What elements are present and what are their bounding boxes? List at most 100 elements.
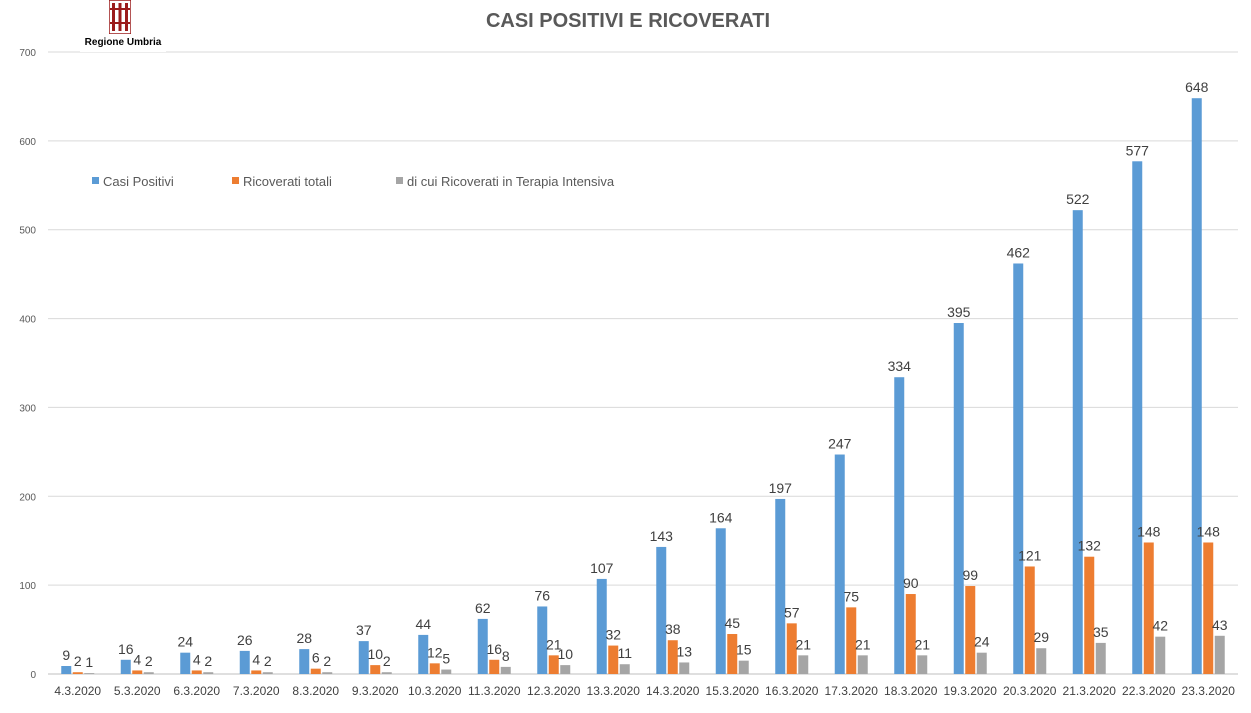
bar [1036,648,1047,674]
bar [1203,542,1214,674]
bar [72,672,83,674]
bar [429,663,440,674]
x-tick-label: 19.3.2020 [944,684,998,698]
data-label: 2 [264,653,272,669]
bar [1072,210,1083,674]
x-tick-label: 20.3.2020 [1003,684,1057,698]
bar [418,634,429,674]
bar [1095,642,1106,674]
bar [596,578,607,674]
legend-swatch [92,177,99,184]
x-tick-label: 17.3.2020 [825,684,879,698]
data-label: 35 [1093,624,1109,640]
bar [965,586,976,674]
legend-swatch [396,177,403,184]
data-label: 2 [204,653,212,669]
y-tick-label: 200 [19,492,36,503]
bar [500,666,511,674]
data-label: 44 [415,616,431,632]
data-label: 107 [590,560,614,576]
bar [1024,566,1035,674]
bar [370,665,381,674]
data-label: 522 [1066,191,1090,207]
data-label: 132 [1078,538,1102,554]
bar [1132,161,1143,674]
data-label: 37 [356,622,372,638]
data-label: 15 [736,642,752,658]
bar [61,666,72,674]
x-tick-label: 5.3.2020 [114,684,161,698]
data-label: 4 [193,651,201,667]
x-tick-label: 4.3.2020 [54,684,101,698]
x-tick-label: 16.3.2020 [765,684,819,698]
bar [537,606,548,674]
bar [310,668,321,674]
x-tick-label: 8.3.2020 [292,684,339,698]
bar [1214,635,1225,674]
bar [262,672,273,674]
y-tick-label: 100 [19,581,36,592]
y-tick-label: 500 [19,226,36,237]
data-label: 148 [1197,523,1221,539]
bar [548,655,559,674]
umbria-emblem-icon [109,0,131,34]
bar [477,618,488,674]
data-label: 45 [724,615,740,631]
logo-text: Regione Umbria [84,37,162,48]
data-label: 10 [557,646,573,662]
data-label: 334 [888,358,912,374]
data-label: 1 [85,654,93,670]
data-label: 90 [903,575,919,591]
data-label: 76 [534,587,550,603]
data-label: 143 [650,528,674,544]
bar [143,672,154,674]
x-tick-label: 15.3.2020 [706,684,760,698]
data-label: 16 [486,641,502,657]
data-label: 13 [676,643,692,659]
data-label: 16 [118,641,134,657]
bar [203,672,214,674]
bar [775,498,786,674]
bar [798,655,809,674]
bar [834,454,845,674]
chart-title: CASI POSITIVI E RICOVERATI [485,10,771,32]
data-label: 2 [74,653,82,669]
data-label: 21 [914,636,930,652]
x-tick-label: 7.3.2020 [233,684,280,698]
data-label: 38 [665,621,681,637]
data-label: 24 [974,634,990,650]
data-label: 28 [296,630,312,646]
bar [905,594,916,674]
legend-swatch [232,177,239,184]
bar [715,528,726,674]
y-tick-label: 700 [19,48,36,59]
y-tick-label: 0 [30,670,36,681]
data-label: 29 [1033,629,1049,645]
data-label: 9 [62,647,70,663]
bar [656,546,667,674]
y-tick-label: 600 [19,137,36,148]
bar [857,655,868,674]
legend-label: Casi Positivi [103,174,174,189]
data-label: 21 [546,636,562,652]
x-tick-label: 12.3.2020 [527,684,581,698]
data-label: 247 [828,436,852,452]
data-label: 26 [237,632,253,648]
bar [120,659,131,674]
bar [1155,636,1166,674]
bar [560,665,571,674]
data-label: 8 [502,648,510,664]
x-tick-label: 18.3.2020 [884,684,938,698]
bar [239,650,250,674]
data-label: 21 [855,636,871,652]
legend-label: Ricoverati totali [243,174,332,189]
data-label: 121 [1018,547,1042,563]
x-tick-label: 6.3.2020 [173,684,220,698]
data-label: 75 [843,588,859,604]
data-label: 2 [383,653,391,669]
bar [1191,98,1202,675]
bar [846,607,857,674]
x-tick-label: 13.3.2020 [587,684,641,698]
y-tick-label: 300 [19,403,36,414]
